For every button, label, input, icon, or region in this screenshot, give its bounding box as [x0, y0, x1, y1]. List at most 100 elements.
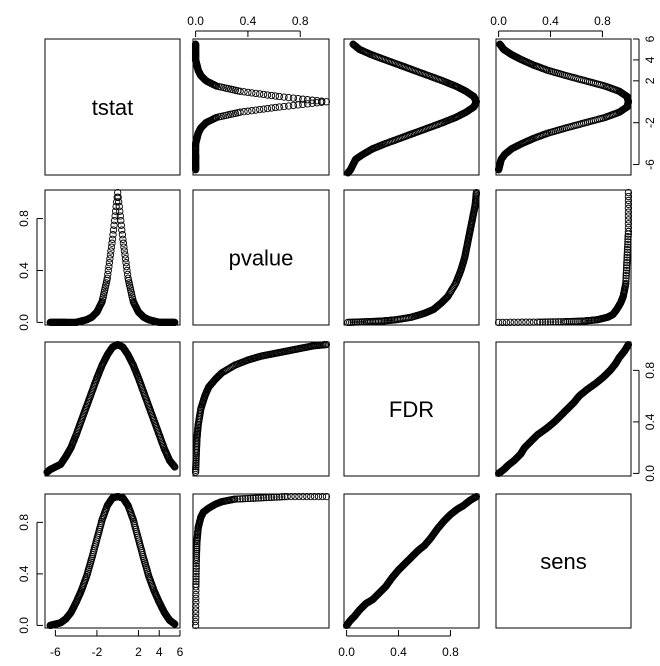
data-point: [191, 621, 200, 630]
data-point: [241, 494, 249, 503]
panel-pvalue-sens: [494, 188, 633, 327]
panel-frame: [495, 341, 632, 477]
data-point: [169, 460, 177, 469]
data-point: [192, 562, 200, 570]
data-point: [120, 243, 128, 251]
data-point: [308, 96, 316, 104]
variable-label-sens: sens: [540, 549, 586, 574]
panel-tstat-sens: [494, 38, 633, 176]
top-axis-sens: 0.0 0.4 0.8: [490, 14, 611, 37]
data-point: [303, 492, 311, 501]
panel-frame: [44, 38, 181, 176]
data-point: [622, 277, 630, 285]
data-point: [252, 89, 260, 98]
data-point: [121, 255, 130, 263]
data-point: [514, 318, 522, 326]
panel-FDR-tstat: [43, 340, 181, 477]
data-point: [192, 590, 200, 599]
data-point: [107, 243, 116, 251]
data-point: [103, 274, 111, 282]
data-point: [263, 104, 272, 113]
data-point: [192, 580, 200, 588]
data-point: [239, 495, 247, 503]
data-point: [192, 586, 200, 595]
data-point: [623, 243, 632, 251]
data-point: [351, 318, 359, 326]
data-point: [303, 96, 312, 104]
tick-label: -2: [643, 117, 657, 128]
data-point: [171, 463, 179, 471]
data-point: [122, 259, 130, 267]
panel-frame: [44, 493, 181, 629]
data-point: [494, 318, 503, 327]
data-point: [624, 212, 633, 220]
panel-frame: [343, 341, 480, 477]
tick-label: 0.8: [17, 514, 31, 531]
data-point: [322, 98, 331, 106]
data-point: [624, 208, 633, 216]
data-point: [623, 246, 632, 254]
data-point: [192, 602, 200, 610]
data-point: [546, 318, 555, 326]
tick-label: 0.4: [17, 565, 31, 582]
tick-label: 0.4: [643, 413, 657, 430]
tick-label: 6: [177, 645, 184, 659]
data-point: [259, 105, 268, 113]
data-point: [192, 551, 201, 559]
panel-tstat-pvalue: [191, 38, 331, 176]
data-point: [192, 614, 200, 622]
data-point: [104, 270, 112, 279]
data-point: [109, 231, 117, 239]
data-point: [310, 492, 319, 501]
data-point: [623, 251, 631, 259]
data-point: [539, 318, 547, 326]
data-point: [623, 253, 631, 262]
data-point: [270, 493, 278, 501]
panel-frame: [495, 189, 632, 326]
data-point: [114, 188, 122, 197]
data-point: [192, 583, 200, 591]
data-point: [623, 259, 631, 267]
panel-sens-pvalue: [191, 492, 331, 630]
data-point: [117, 216, 125, 225]
data-point: [248, 107, 256, 115]
panel-frame: [192, 189, 330, 326]
tick-label: 0.0: [17, 314, 31, 331]
data-point: [115, 202, 123, 211]
data-point: [192, 606, 200, 614]
data-point: [109, 226, 118, 234]
data-point: [303, 100, 312, 108]
data-point: [244, 107, 252, 115]
data-point: [115, 198, 123, 206]
data-point: [289, 94, 298, 102]
data-point: [192, 570, 200, 578]
data-point: [123, 266, 131, 275]
data-point: [563, 317, 572, 326]
panel-frame: [44, 341, 181, 477]
panel-frame: [343, 189, 480, 326]
data-point: [318, 97, 326, 105]
data-point: [350, 41, 358, 49]
data-point: [526, 318, 534, 326]
data-point: [346, 318, 354, 326]
data-point: [105, 259, 114, 267]
data-point: [104, 266, 112, 275]
data-point: [111, 207, 120, 215]
tick-label: 0.0: [643, 465, 657, 482]
panel-frame: [192, 493, 330, 629]
data-point: [622, 279, 630, 288]
data-point: [510, 318, 518, 326]
data-point: [257, 494, 265, 502]
data-point: [518, 318, 526, 326]
tick-label: 0.4: [542, 14, 559, 28]
data-point: [533, 318, 542, 326]
data-point: [233, 495, 242, 503]
data-point: [192, 577, 200, 586]
tick-label: 0.8: [442, 645, 459, 659]
tick-label: 0.4: [17, 262, 31, 279]
data-point: [273, 493, 281, 501]
tick-label: 4: [643, 56, 657, 63]
data-point: [280, 102, 288, 111]
data-point: [624, 227, 633, 236]
data-point: [622, 269, 630, 277]
